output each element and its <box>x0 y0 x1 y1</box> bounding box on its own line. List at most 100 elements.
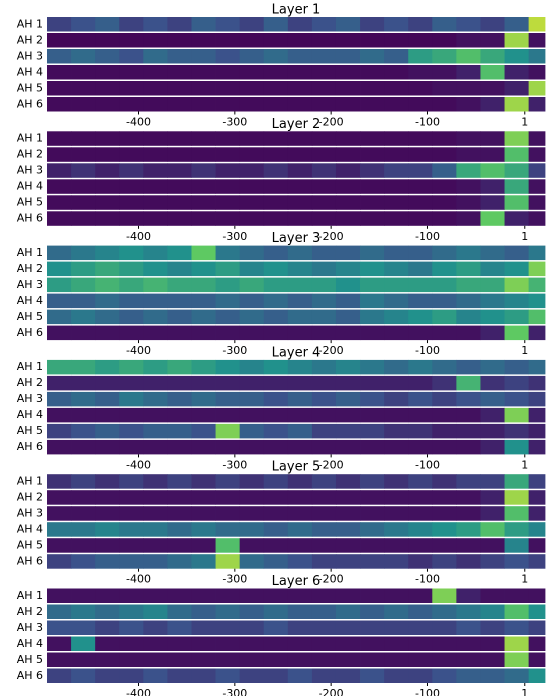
heat-cell <box>143 538 168 553</box>
row-label: AH 1 <box>17 246 43 259</box>
heat-cell <box>167 49 192 64</box>
heat-cell <box>119 490 144 505</box>
heat-cell <box>167 652 192 667</box>
heat-cell <box>432 65 457 80</box>
heat-cell <box>384 439 409 455</box>
heat-cell <box>287 81 313 96</box>
heat-cell <box>335 375 361 391</box>
heat-cell <box>119 391 144 407</box>
heat-cell <box>95 195 120 210</box>
heat-cell <box>191 391 216 407</box>
heat-cell <box>335 325 361 341</box>
heat-cell <box>504 163 530 178</box>
heat-cell <box>71 522 96 537</box>
heat-cell <box>95 375 120 391</box>
heat-cell <box>71 423 96 439</box>
heat-cell <box>215 211 241 226</box>
heat-cell <box>480 359 505 375</box>
heat-cell <box>360 407 385 423</box>
row-label: AH 3 <box>17 506 43 519</box>
heat-cell <box>95 604 120 619</box>
heat-cell <box>528 474 546 489</box>
heat-cell <box>191 65 216 80</box>
heat-cell <box>528 407 546 423</box>
heat-cell <box>239 163 265 178</box>
heat-cell <box>239 147 265 162</box>
heat-cell <box>119 588 144 603</box>
heat-cell <box>287 147 313 162</box>
heat-cell <box>432 668 457 683</box>
row-label: AH 2 <box>17 376 43 389</box>
heat-cell <box>528 245 546 261</box>
heat-cell <box>119 439 144 455</box>
row-label: AH 5 <box>17 424 43 437</box>
heat-cell <box>95 506 120 521</box>
heat-cell <box>95 554 120 569</box>
x-tick-label: 1 <box>521 116 528 129</box>
heat-cell <box>95 490 120 505</box>
heat-cell <box>191 359 216 375</box>
heat-cell <box>360 474 385 489</box>
heat-cell <box>71 538 96 553</box>
heat-cell <box>263 309 289 325</box>
heat-cell <box>504 97 530 112</box>
heat-cell <box>335 309 361 325</box>
heat-cell <box>408 375 433 391</box>
heat-cell <box>263 33 289 48</box>
heat-cell <box>263 668 289 683</box>
x-tick-label: -400 <box>126 573 151 586</box>
heat-cell <box>456 131 481 146</box>
heatmap <box>47 588 546 683</box>
heat-cell <box>263 391 289 407</box>
row-label: AH 5 <box>17 81 43 94</box>
heat-cell <box>528 439 546 455</box>
heat-cell <box>263 490 289 505</box>
heat-cell <box>456 423 481 439</box>
heat-cell <box>480 65 505 80</box>
heat-cell <box>119 652 144 667</box>
heat-cell <box>287 668 313 683</box>
row-label: AH 4 <box>17 637 43 650</box>
heat-cell <box>384 474 409 489</box>
heat-cell <box>167 33 192 48</box>
heat-cell <box>215 522 241 537</box>
heat-cell <box>239 17 265 32</box>
heat-cell <box>263 17 289 32</box>
heat-cell <box>119 620 144 635</box>
heat-cell <box>239 490 265 505</box>
heat-cell <box>167 309 192 325</box>
heat-cell <box>335 49 361 64</box>
heat-cell <box>360 261 385 277</box>
heat-cell <box>311 81 337 96</box>
heat-cell <box>384 620 409 635</box>
heat-cell <box>71 49 96 64</box>
heat-cell <box>71 97 96 112</box>
heat-cell <box>71 490 96 505</box>
heat-cell <box>239 554 265 569</box>
heat-cell <box>528 81 546 96</box>
heat-cell <box>143 636 168 651</box>
heat-cell <box>360 620 385 635</box>
heat-cell <box>191 407 216 423</box>
heat-cell <box>263 179 289 194</box>
heat-cell <box>167 65 192 80</box>
heat-cell <box>504 538 530 553</box>
heat-cell <box>408 65 433 80</box>
heat-cell <box>335 17 361 32</box>
heat-cell <box>408 554 433 569</box>
heat-cell <box>95 147 120 162</box>
heat-cell <box>528 163 546 178</box>
heat-cell <box>95 261 120 277</box>
heat-cell <box>167 391 192 407</box>
heat-cell <box>311 195 337 210</box>
heat-cell <box>360 668 385 683</box>
heat-cell <box>119 261 144 277</box>
heat-cell <box>480 522 505 537</box>
heat-cell <box>71 668 96 683</box>
heat-cell <box>504 195 530 210</box>
heat-cell <box>47 620 72 635</box>
x-tick-label: -100 <box>415 687 440 696</box>
heat-cell <box>143 506 168 521</box>
heat-cell <box>480 261 505 277</box>
